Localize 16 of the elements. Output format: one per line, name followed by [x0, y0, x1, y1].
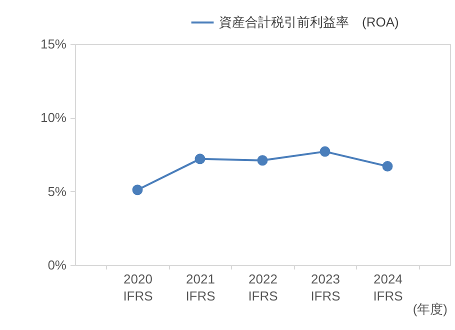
point	[257, 155, 268, 166]
x-tick-label: 2023 IFRS	[310, 272, 341, 304]
point	[382, 161, 393, 172]
point	[320, 146, 330, 157]
x-tick-label: 2024 IFRS	[373, 272, 404, 304]
x-tick-label: 2022 IFRS	[248, 272, 278, 304]
x-tick-label: 2021 IFRS	[186, 272, 216, 304]
x-axis-title: (年度)	[412, 302, 448, 316]
point	[194, 154, 206, 164]
point	[132, 184, 143, 196]
y-tick-label: 10%	[40, 110, 67, 126]
y-tick-label: 5%	[48, 184, 67, 199]
y-tick-label: 15%	[40, 36, 67, 52]
y-tick-label: 0%	[48, 258, 67, 272]
legend-label: 資産合計税引前利益率 (ROA)	[219, 14, 399, 30]
x-tick-label: 2020 IFRS	[123, 272, 154, 304]
